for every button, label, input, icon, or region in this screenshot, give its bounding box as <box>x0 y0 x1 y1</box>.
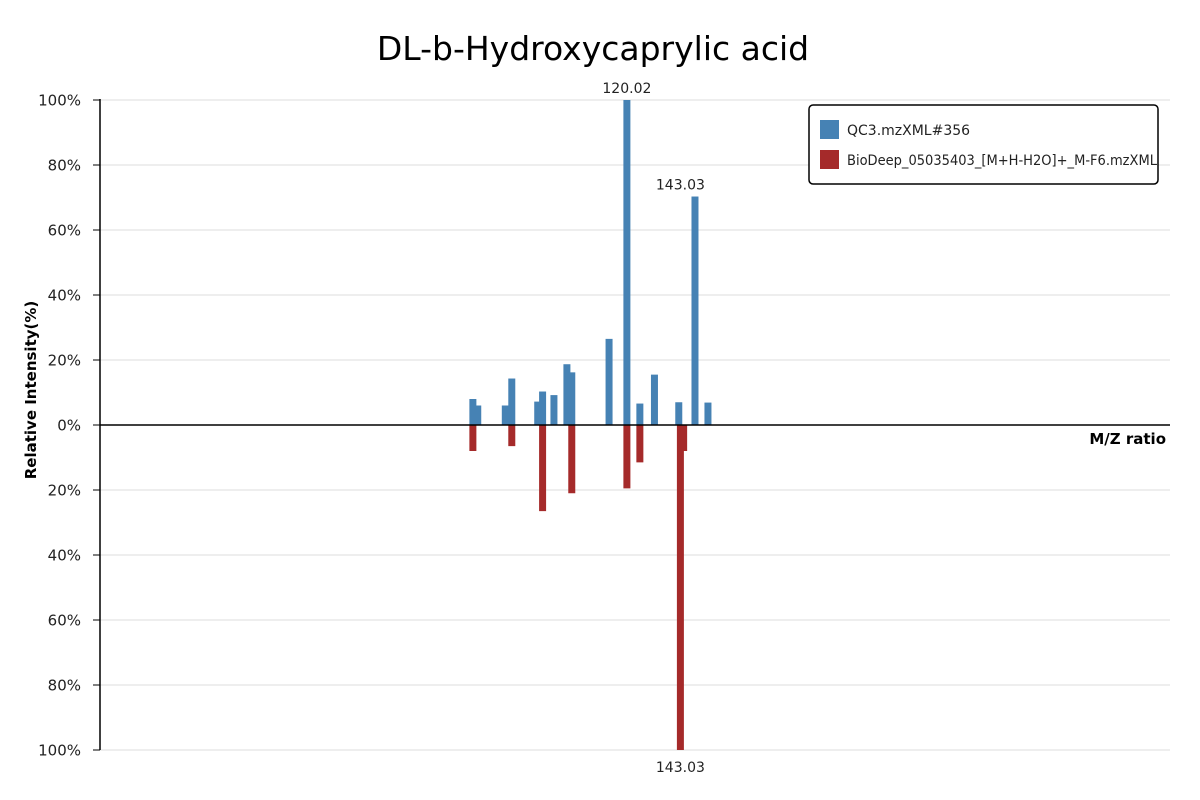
bar-s1-4 <box>623 425 631 489</box>
bar-s0-11 <box>636 403 644 425</box>
peak-label-1: 143.03 <box>656 178 705 194</box>
y-tick-label-10: 100% <box>38 742 81 760</box>
y-tick-label-0: 100% <box>38 92 81 110</box>
bar-s0-15 <box>704 402 712 425</box>
bar-s0-10 <box>623 100 631 425</box>
bar-s1-3 <box>568 425 576 494</box>
bar-s0-4 <box>534 401 542 425</box>
bar-s1-0 <box>469 425 477 451</box>
legend-label-qc3: QC3.mzXML#356 <box>847 123 970 139</box>
legend-label-biodeep: BioDeep_05035403_[M+H-H2O]+_M-F6.mzXML <box>847 153 1157 169</box>
bar-s0-0 <box>469 399 477 425</box>
bar-s1-6 <box>676 425 684 750</box>
peak-label-0: 120.02 <box>602 81 651 97</box>
y-tick-label-2: 60% <box>48 222 81 240</box>
bar-s0-12 <box>650 374 658 425</box>
bars-group <box>469 100 712 750</box>
chart-title: DL-b-Hydroxycaprylic acid <box>377 29 809 68</box>
y-tick-label-8: 60% <box>48 612 81 630</box>
bar-s1-1 <box>508 425 516 447</box>
x-axis-label: M/Z ratio <box>1089 430 1166 448</box>
bar-s0-3 <box>508 378 516 425</box>
y-tick-label-6: 20% <box>48 482 81 500</box>
bar-s0-8 <box>568 372 576 425</box>
bar-s1-2 <box>539 425 547 512</box>
bar-s1-5 <box>636 425 644 463</box>
y-tick-label-5: 0% <box>57 417 81 435</box>
y-axis-label: Relative Intensity(%) <box>22 301 40 480</box>
y-tick-label-7: 40% <box>48 547 81 565</box>
legend-swatch-biodeep <box>820 150 839 169</box>
bar-s0-13 <box>675 402 683 425</box>
y-tick-label-3: 40% <box>48 287 81 305</box>
bar-s0-7 <box>563 364 571 425</box>
legend-box <box>808 104 1159 185</box>
bar-s0-2 <box>501 405 509 425</box>
bar-s0-14 <box>691 196 699 425</box>
legend-swatch-qc3 <box>820 120 839 139</box>
bar-s0-6 <box>550 395 558 425</box>
bar-s0-1 <box>474 405 482 425</box>
bar-s1-7 <box>680 425 688 451</box>
y-tick-label-4: 20% <box>48 352 81 370</box>
bar-s0-5 <box>539 391 547 425</box>
peak-annotations: 120.02 143.03 143.03 <box>602 81 705 776</box>
y-tick-label-1: 80% <box>48 157 81 175</box>
y-axis-ticks: 100% 80% 60% 40% 20% 0% 20% 40% 60% 80% 100% <box>38 92 100 760</box>
y-tick-label-9: 80% <box>48 677 81 695</box>
peak-label-2: 143.03 <box>656 760 705 776</box>
legend: QC3.mzXML#356 BioDeep_05035403_[M+H-H2O]… <box>808 104 1159 185</box>
bar-s0-9 <box>605 338 613 425</box>
